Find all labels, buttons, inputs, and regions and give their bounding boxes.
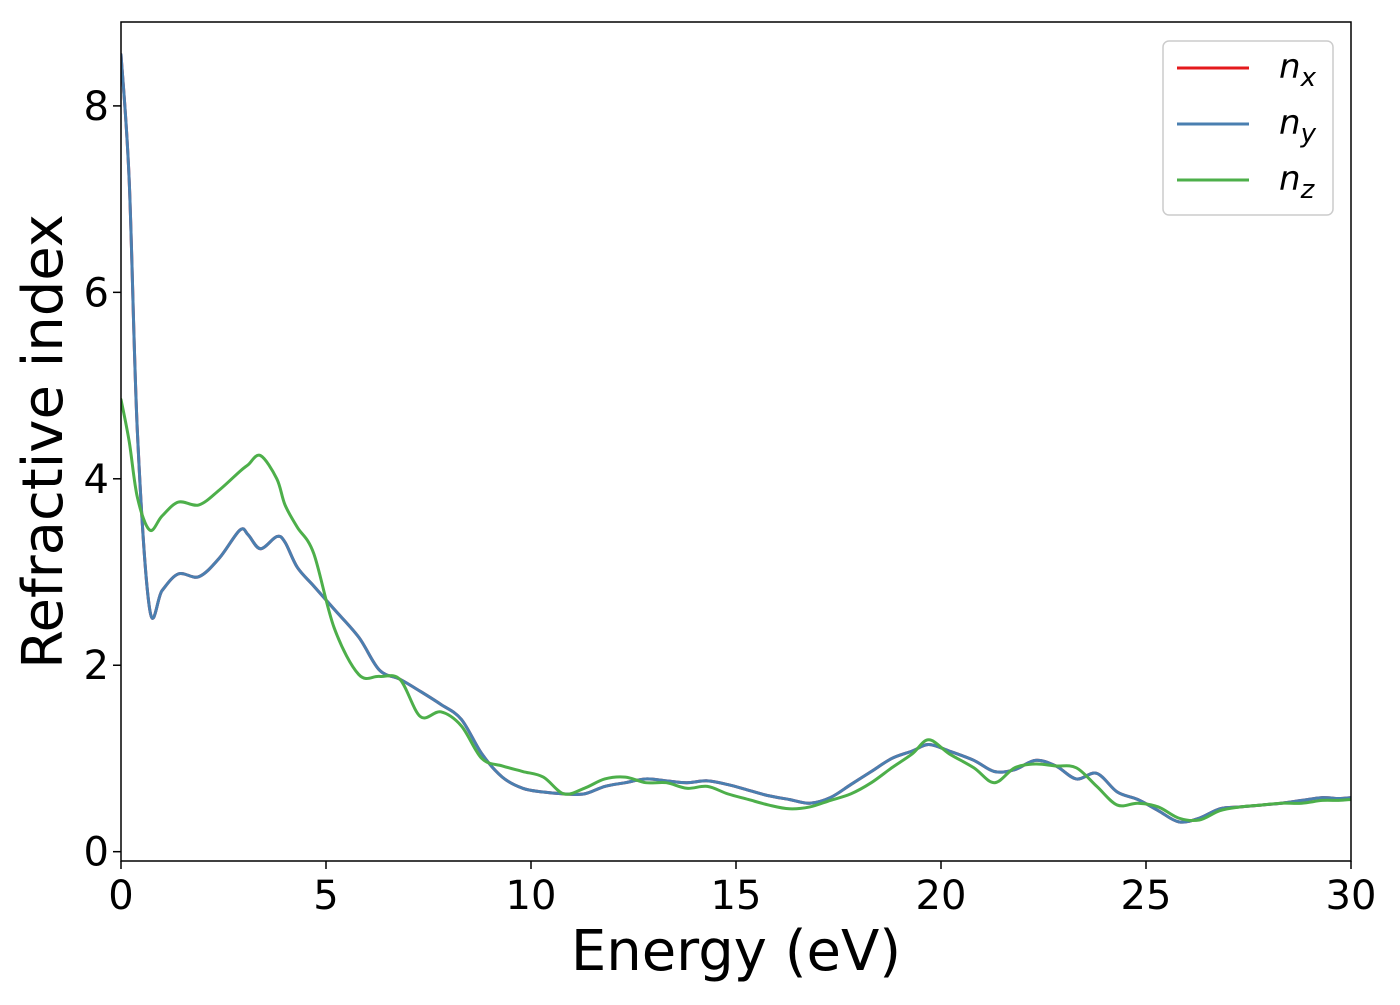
legend-label-z: nz: [1279, 159, 1316, 205]
y-tick-label: 0: [84, 830, 109, 876]
x-tick-label: 10: [506, 873, 557, 919]
y-tick-label: 8: [84, 84, 109, 130]
x-tick-label: 30: [1326, 873, 1377, 919]
y-tick-label: 6: [84, 270, 109, 316]
series-line-y: [121, 53, 1351, 824]
x-tick-label: 15: [711, 873, 762, 919]
x-axis-title: Energy (eV): [571, 919, 901, 984]
y-tick-label: 2: [84, 643, 109, 689]
x-tick-label: 0: [108, 873, 133, 919]
x-tick-label: 5: [313, 873, 338, 919]
x-axis-ticks: 0 5 10 15 20 25 30: [108, 861, 1376, 919]
series-line-z: [121, 398, 1351, 823]
x-tick-label: 25: [1121, 873, 1172, 919]
legend-label-y: ny: [1279, 103, 1317, 149]
y-tick-label: 4: [84, 457, 109, 503]
legend-box: [1162, 40, 1334, 216]
legend: nx ny nz: [1162, 40, 1334, 216]
x-tick-label: 20: [916, 873, 967, 919]
legend-label-x: nx: [1279, 47, 1317, 93]
y-axis-ticks: 0 2 4 6 8: [84, 84, 121, 876]
y-axis-title: Refractive index: [11, 214, 76, 669]
series-group: [121, 53, 1351, 824]
